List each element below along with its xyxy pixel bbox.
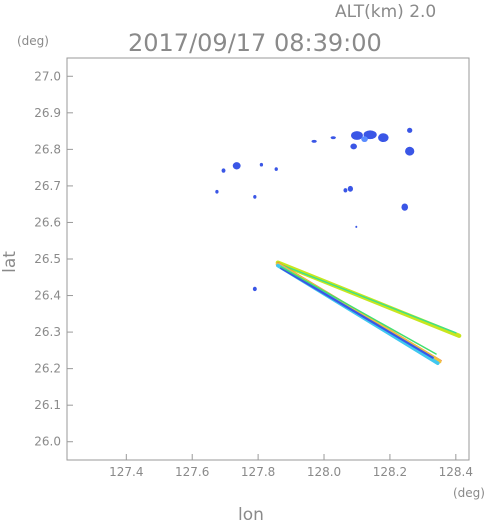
echo-cell-15 — [274, 167, 278, 171]
echo-streak-6 — [280, 266, 437, 355]
x-unit-label: (deg) — [453, 486, 485, 500]
y-tick-label: 26.1 — [34, 398, 61, 412]
x-tick-label: 127.4 — [109, 465, 143, 479]
echo-cell-14 — [259, 162, 264, 167]
x-tick-label: 128.4 — [439, 465, 473, 479]
echo-streak-5 — [280, 267, 434, 359]
echo-cell-16 — [215, 189, 219, 194]
x-axis-label: lon — [238, 505, 264, 521]
echo-cell-1 — [363, 130, 377, 140]
echo-marks — [215, 127, 462, 365]
echo-cell-11 — [311, 139, 317, 143]
y-unit-label: (deg) — [17, 34, 49, 48]
echo-cell-0 — [351, 131, 363, 140]
x-tick-label: 127.8 — [241, 465, 275, 479]
echo-cell-5 — [407, 127, 413, 133]
echo-cell-18 — [355, 225, 358, 228]
altitude-label: ALT(km) 2.0 — [335, 2, 436, 22]
x-tick-label: 128.0 — [307, 465, 341, 479]
echo-cell-13 — [221, 168, 226, 173]
echo-cell-2 — [378, 133, 389, 143]
plot-frame — [66, 57, 470, 461]
x-tick-label: 127.6 — [175, 465, 209, 479]
echo-cell-8 — [347, 185, 354, 192]
y-tick-label: 26.8 — [34, 142, 61, 156]
echo-cell-3 — [361, 136, 368, 143]
echo-cell-7 — [401, 203, 409, 211]
y-tick-label: 26.0 — [34, 435, 61, 449]
timestamp-title: 2017/09/17 08:39:00 — [128, 29, 382, 57]
echo-streak-1 — [277, 262, 457, 334]
x-tick-label: 128.2 — [373, 465, 407, 479]
echo-cell-6 — [350, 143, 357, 150]
echo-cell-4 — [405, 146, 415, 156]
y-tick-label: 26.6 — [34, 215, 61, 229]
echo-cell-9 — [343, 188, 348, 193]
x-ticks: 127.4 127.6 127.8 128.0 128.2 128.4 — [109, 454, 473, 479]
echo-cell-10 — [330, 136, 336, 140]
y-tick-label: 26.3 — [34, 325, 61, 339]
y-tick-label: 26.9 — [34, 106, 61, 120]
y-tick-label: 26.4 — [34, 289, 61, 303]
y-tick-label: 26.2 — [34, 362, 61, 376]
echo-cell-19 — [252, 286, 257, 292]
echo-cell-12 — [232, 162, 241, 170]
y-ticks: 26.0 26.1 26.2 26.3 26.4 26.5 26.6 26.7 26.8 26.9… — [34, 69, 73, 449]
y-tick-label: 27.0 — [34, 69, 61, 83]
y-axis-label: lat — [0, 251, 20, 273]
echo-cell-17 — [253, 195, 257, 199]
y-tick-label: 26.5 — [34, 252, 61, 266]
y-tick-label: 26.7 — [34, 179, 61, 193]
